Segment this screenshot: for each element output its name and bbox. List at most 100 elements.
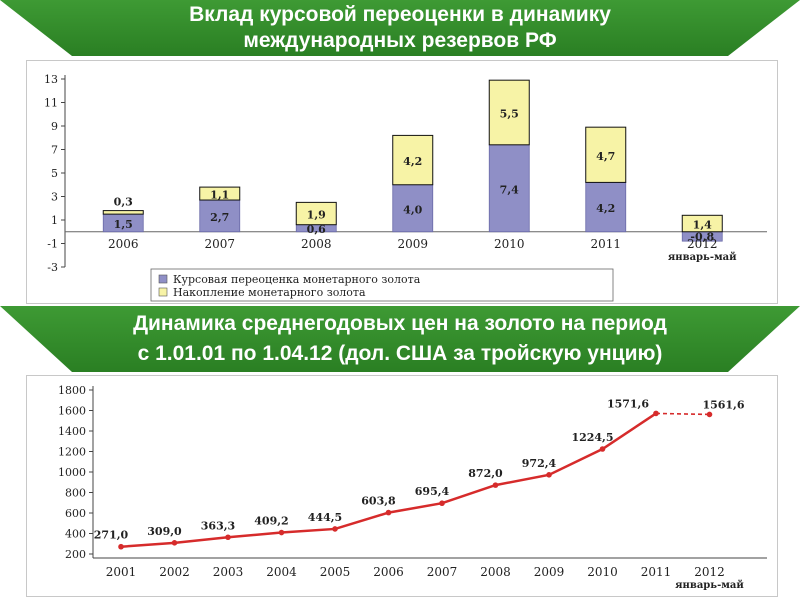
x-tick-label: 2002 xyxy=(159,565,190,579)
y-tick-label: 800 xyxy=(65,487,86,500)
bar-segment-accumulation xyxy=(488,79,530,146)
data-label: 872,0 xyxy=(468,467,503,480)
bottom-banner: Динамика среднегодовых цен на золото на … xyxy=(0,306,800,372)
series-line-dashed xyxy=(655,412,710,416)
data-label: 444,5 xyxy=(308,511,342,524)
x-tick-label: 2009 xyxy=(397,237,428,251)
reserves-bar-chart-svg: 13 11 9 7 5 3 1 -1 -3 1,5 0,3 2006 2,7 1,1 2007 0,61,9 2… xyxy=(44,73,767,302)
bar-segment-accumulation xyxy=(295,201,337,226)
data-label: 1561,6 xyxy=(702,398,744,411)
data-point xyxy=(546,472,552,478)
y-tick-label: 9 xyxy=(51,120,58,133)
data-point xyxy=(706,411,713,418)
x-tick-label: 2003 xyxy=(213,565,244,579)
bar-segment-accumulation xyxy=(199,186,241,201)
data-label-accumulation: 5,5 xyxy=(500,107,519,120)
data-label-revaluation: 7,4 xyxy=(500,183,519,196)
data-point xyxy=(278,529,285,536)
y-tick-label: 11 xyxy=(44,97,58,110)
data-label-revaluation: 0,6 xyxy=(307,223,326,236)
data-label: 409,2 xyxy=(254,515,288,528)
bottom-banner-line2: с 1.01.01 по 1.04.12 (дол. США за тройск… xyxy=(137,342,663,365)
reserves-bar-chart: 13 11 9 7 5 3 1 -1 -3 1,5 0,3 2006 2,7 1,1 2007 0,6 1,9 2… xyxy=(26,60,778,304)
x-tick-label: 2008 xyxy=(301,237,332,251)
data-label: 603,8 xyxy=(361,495,396,508)
x-tick-label: 2005 xyxy=(320,565,351,579)
bar-segment-accumulation xyxy=(681,214,723,233)
y-tick-label: 1000 xyxy=(58,466,86,479)
bar-segment-revaluation xyxy=(199,199,241,233)
x-tick-label: 2006 xyxy=(373,565,404,579)
data-point xyxy=(439,500,445,507)
data-label-revaluation: 2,7 xyxy=(210,211,229,224)
data-label: 1224,5 xyxy=(571,431,613,444)
y-tick-label: 400 xyxy=(65,528,86,541)
data-point xyxy=(599,446,606,452)
y-tick-label: 5 xyxy=(51,167,58,180)
data-point xyxy=(118,543,124,550)
data-label-accumulation: 1,1 xyxy=(210,189,229,202)
bottom-banner-line1: Динамика среднегодовых цен на золото на … xyxy=(133,312,667,335)
bar-segment-revaluation xyxy=(392,184,434,233)
x-tick-label: 2012 xyxy=(687,237,718,251)
bar-segment-accumulation xyxy=(585,126,627,183)
x-tick-label: 2007 xyxy=(427,565,458,579)
top-banner: Вклад курсовой переоценки в динамику меж… xyxy=(0,0,800,56)
x-tick-label: 2011 xyxy=(590,237,621,251)
y-tick-label: -3 xyxy=(47,261,58,274)
x-tick-label: 2010 xyxy=(494,237,525,251)
x-tick-label: 2007 xyxy=(204,237,235,251)
y-tick-label: 7 xyxy=(51,144,58,157)
data-label: 309,0 xyxy=(147,525,182,538)
x-tick-label: 2011 xyxy=(641,565,672,579)
data-label: 695,4 xyxy=(415,485,450,498)
y-tick-label: -1 xyxy=(47,238,58,251)
data-label: 363,3 xyxy=(201,519,235,532)
data-label-accumulation: 4,7 xyxy=(596,150,615,163)
data-label: 271,0 xyxy=(94,529,129,542)
data-label-revaluation: 4,2 xyxy=(596,202,615,215)
x-tick-label: 2010 xyxy=(587,565,618,579)
x-tick-sublabel: январь-май xyxy=(668,252,737,263)
gold-price-line-chart: 1800 1600 1400 1200 1000 800 600 400 200 271,0 200… xyxy=(26,375,778,597)
legend-label: Курсовая переоценка монетарного золота xyxy=(173,273,421,286)
x-tick-label: 2012 xyxy=(694,565,725,579)
legend-swatch xyxy=(158,274,168,284)
data-label-accumulation: 1,4 xyxy=(693,219,712,232)
y-tick-label: 1400 xyxy=(58,425,86,438)
gold-price-line-chart-svg: 1800 1600 1400 1200 1000 800 600 400 200 271,0 200… xyxy=(58,384,767,591)
x-tick-label: 2004 xyxy=(266,565,297,579)
data-point xyxy=(653,410,659,417)
legend-label: Накопление монетарного золота xyxy=(173,286,366,299)
data-point xyxy=(332,526,338,532)
y-tick-label: 1200 xyxy=(58,446,86,459)
top-banner-line1: Вклад курсовой переоценки в динамику xyxy=(189,3,611,26)
x-tick-label: 2001 xyxy=(106,565,137,579)
data-point xyxy=(385,509,392,516)
bar-segment-accumulation xyxy=(392,134,434,186)
y-tick-label: 3 xyxy=(51,191,58,204)
data-point xyxy=(225,534,231,541)
legend-box xyxy=(150,268,614,302)
data-label-accumulation: 0,3 xyxy=(114,196,133,209)
y-tick-label: 1600 xyxy=(58,405,86,418)
y-tick-label: 600 xyxy=(65,507,86,520)
x-tick-label: 2009 xyxy=(534,565,565,579)
data-label-accumulation: 1,9 xyxy=(307,209,326,222)
y-tick-label: 200 xyxy=(65,548,86,561)
y-tick-label: 13 xyxy=(44,73,58,86)
data-label-revaluation: -0,8 xyxy=(690,230,714,243)
legend-swatch xyxy=(158,287,168,297)
x-tick-sublabel: январь-май xyxy=(675,580,744,591)
y-tick-label: 1800 xyxy=(58,384,86,397)
x-tick-label: 2006 xyxy=(108,237,139,251)
data-label: 972,4 xyxy=(522,457,557,470)
bar-segment-accumulation xyxy=(102,210,144,215)
data-label-revaluation: 1,5 xyxy=(114,218,133,231)
data-label-revaluation: 4,0 xyxy=(403,203,422,216)
top-banner-line2: международных резервов РФ xyxy=(243,29,557,52)
data-point xyxy=(492,482,499,488)
data-label-accumulation: 4,2 xyxy=(403,155,422,168)
bar-segment-revaluation xyxy=(585,182,627,233)
bar-segment-revaluation xyxy=(488,144,530,233)
